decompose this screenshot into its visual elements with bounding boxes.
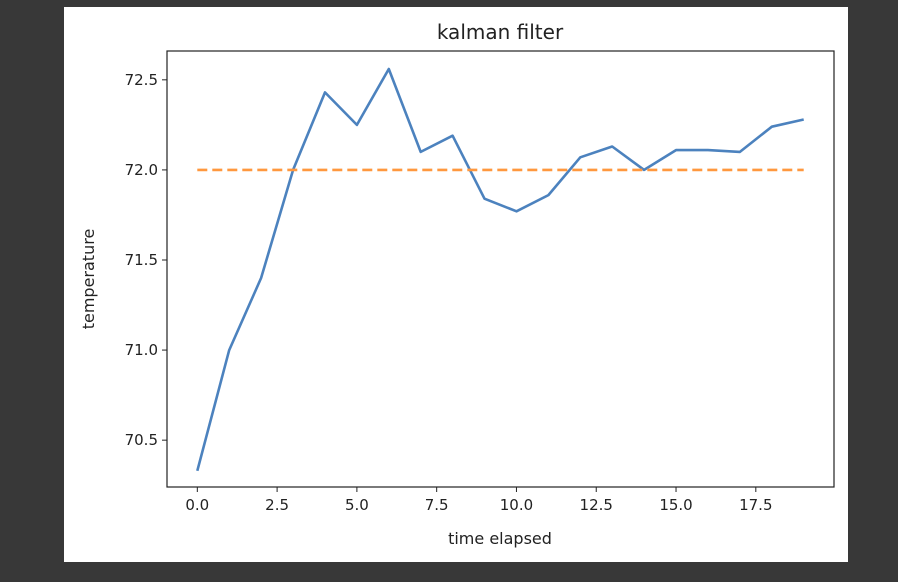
x-tick-label: 17.5 (739, 496, 772, 514)
x-axis-ticks: 0.0 2.5 5.0 7.5 10.0 12.5 15.0 17.5 (185, 487, 773, 514)
x-tick-label: 7.5 (425, 496, 449, 514)
x-tick-label: 10.0 (500, 496, 533, 514)
chart-figure: kalman filter 70.5 71.0 71.5 72.0 72.5 0.0 2.… (64, 7, 848, 562)
y-tick-label: 71.0 (125, 341, 158, 359)
chart-title: kalman filter (437, 20, 564, 44)
x-tick-label: 5.0 (345, 496, 369, 514)
series-layer (196, 67, 804, 472)
x-tick-label: 2.5 (265, 496, 289, 514)
x-tick-label: 15.0 (659, 496, 692, 514)
y-axis-ticks: 70.5 71.0 71.5 72.0 72.5 (125, 71, 167, 449)
x-tick-label: 0.0 (185, 496, 209, 514)
line-chart: kalman filter 70.5 71.0 71.5 72.0 72.5 0.0 2.… (79, 20, 835, 548)
x-tick-label: 12.5 (580, 496, 613, 514)
y-axis-label: temperature (79, 229, 98, 330)
series-line (196, 67, 804, 472)
x-axis-label: time elapsed (448, 529, 552, 548)
y-tick-label: 70.5 (125, 431, 158, 449)
plot-frame (166, 50, 835, 488)
y-tick-label: 71.5 (125, 251, 158, 269)
y-tick-label: 72.0 (125, 161, 158, 179)
y-tick-label: 72.5 (125, 71, 158, 89)
